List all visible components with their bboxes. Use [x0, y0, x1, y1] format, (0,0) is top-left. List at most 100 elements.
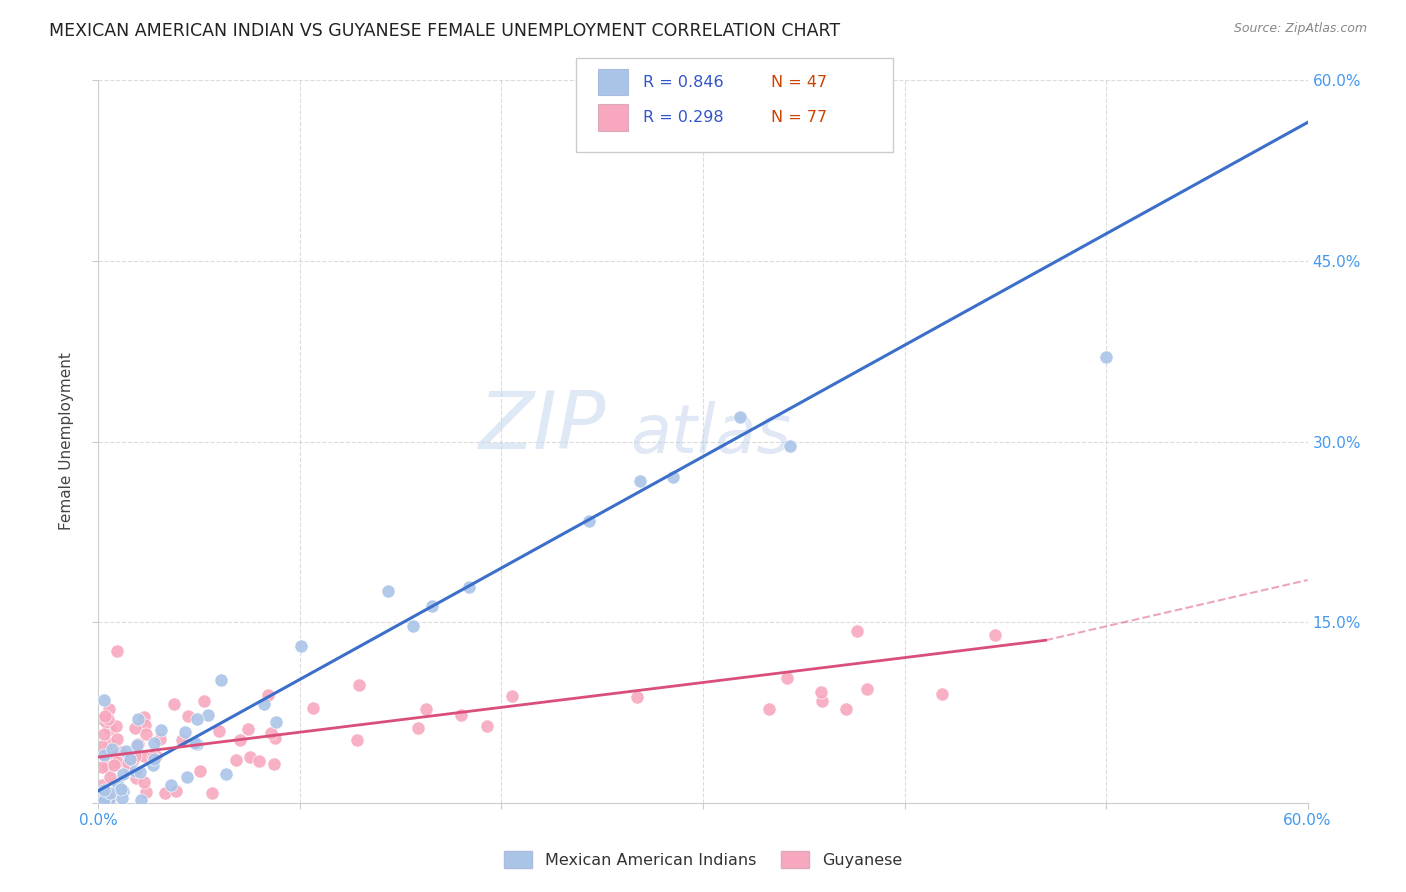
Point	[98, 786, 121, 800]
Point	[349, 678, 371, 692]
Point	[91, 779, 114, 793]
Point	[931, 687, 953, 701]
Point	[96, 752, 118, 766]
Point	[170, 733, 193, 747]
Point	[121, 753, 143, 767]
Point	[209, 673, 232, 688]
Legend: Mexican American Indians, Guyanese: Mexican American Indians, Guyanese	[498, 845, 908, 874]
Point	[124, 722, 146, 736]
Point	[173, 724, 195, 739]
Point	[100, 723, 122, 737]
Point	[856, 682, 879, 697]
Point	[264, 731, 287, 745]
Point	[150, 723, 173, 738]
Point	[104, 718, 127, 732]
Point	[502, 689, 524, 703]
Point	[201, 786, 224, 800]
Text: MEXICAN AMERICAN INDIAN VS GUYANESE FEMALE UNEMPLOYMENT CORRELATION CHART: MEXICAN AMERICAN INDIAN VS GUYANESE FEMA…	[49, 22, 841, 40]
Point	[103, 758, 125, 772]
Point	[253, 698, 276, 712]
Point	[143, 752, 166, 766]
Point	[97, 736, 120, 750]
Point	[105, 731, 128, 746]
Point	[93, 747, 115, 762]
Point	[263, 757, 285, 772]
Point	[125, 772, 148, 786]
Point	[810, 685, 832, 699]
Point	[145, 749, 167, 764]
Point	[776, 671, 799, 685]
Point	[197, 708, 219, 723]
Point	[225, 753, 247, 767]
Point	[143, 736, 166, 750]
Point	[162, 698, 184, 712]
Point	[97, 712, 120, 726]
Point	[406, 721, 429, 735]
Point	[835, 702, 858, 716]
Point	[115, 756, 138, 771]
Point	[97, 793, 120, 807]
Point	[127, 712, 149, 726]
Point	[810, 694, 832, 708]
Point	[193, 694, 215, 708]
Point	[264, 714, 287, 729]
Text: R = 0.298: R = 0.298	[643, 111, 723, 125]
Point	[377, 583, 399, 598]
Point	[98, 770, 121, 784]
Point	[91, 793, 114, 807]
Point	[93, 793, 115, 807]
Point	[117, 756, 139, 770]
Point	[120, 752, 142, 766]
Y-axis label: Female Unemployment: Female Unemployment	[59, 352, 75, 531]
Point	[104, 747, 127, 762]
Point	[247, 754, 270, 768]
Point	[176, 770, 198, 784]
Point	[96, 759, 118, 773]
Point	[94, 715, 117, 730]
Point	[1095, 350, 1118, 364]
Point	[111, 751, 134, 765]
Point	[238, 722, 260, 736]
Point	[346, 732, 368, 747]
Point	[91, 739, 114, 754]
Point	[134, 775, 156, 789]
Point	[111, 767, 134, 781]
Point	[129, 793, 152, 807]
Text: R = 0.846: R = 0.846	[643, 75, 723, 89]
Text: N = 47: N = 47	[770, 75, 827, 89]
Point	[118, 760, 141, 774]
Point	[628, 474, 651, 488]
Text: N = 77: N = 77	[770, 111, 827, 125]
Point	[153, 786, 176, 800]
Point	[105, 755, 128, 769]
Point	[239, 750, 262, 764]
Point	[160, 778, 183, 792]
Point	[422, 599, 444, 613]
Point	[91, 760, 114, 774]
Point	[93, 727, 115, 741]
Point	[186, 737, 208, 751]
Point	[112, 783, 135, 797]
Point	[301, 701, 323, 715]
Text: ZIP: ZIP	[479, 388, 606, 467]
Text: atlas: atlas	[630, 401, 792, 467]
Point	[728, 409, 751, 424]
Point	[149, 732, 172, 747]
Point	[290, 639, 312, 653]
Point	[94, 785, 117, 799]
Point	[457, 580, 479, 594]
Point	[135, 785, 157, 799]
Point	[415, 702, 437, 716]
Point	[184, 736, 207, 750]
Point	[97, 701, 120, 715]
Point	[215, 767, 238, 781]
Point	[142, 758, 165, 772]
Point	[134, 709, 156, 723]
Point	[779, 439, 801, 453]
Point	[107, 778, 129, 792]
Text: Source: ZipAtlas.com: Source: ZipAtlas.com	[1233, 22, 1367, 36]
Point	[259, 726, 281, 740]
Point	[402, 619, 425, 633]
Point	[135, 727, 157, 741]
Point	[983, 628, 1005, 642]
